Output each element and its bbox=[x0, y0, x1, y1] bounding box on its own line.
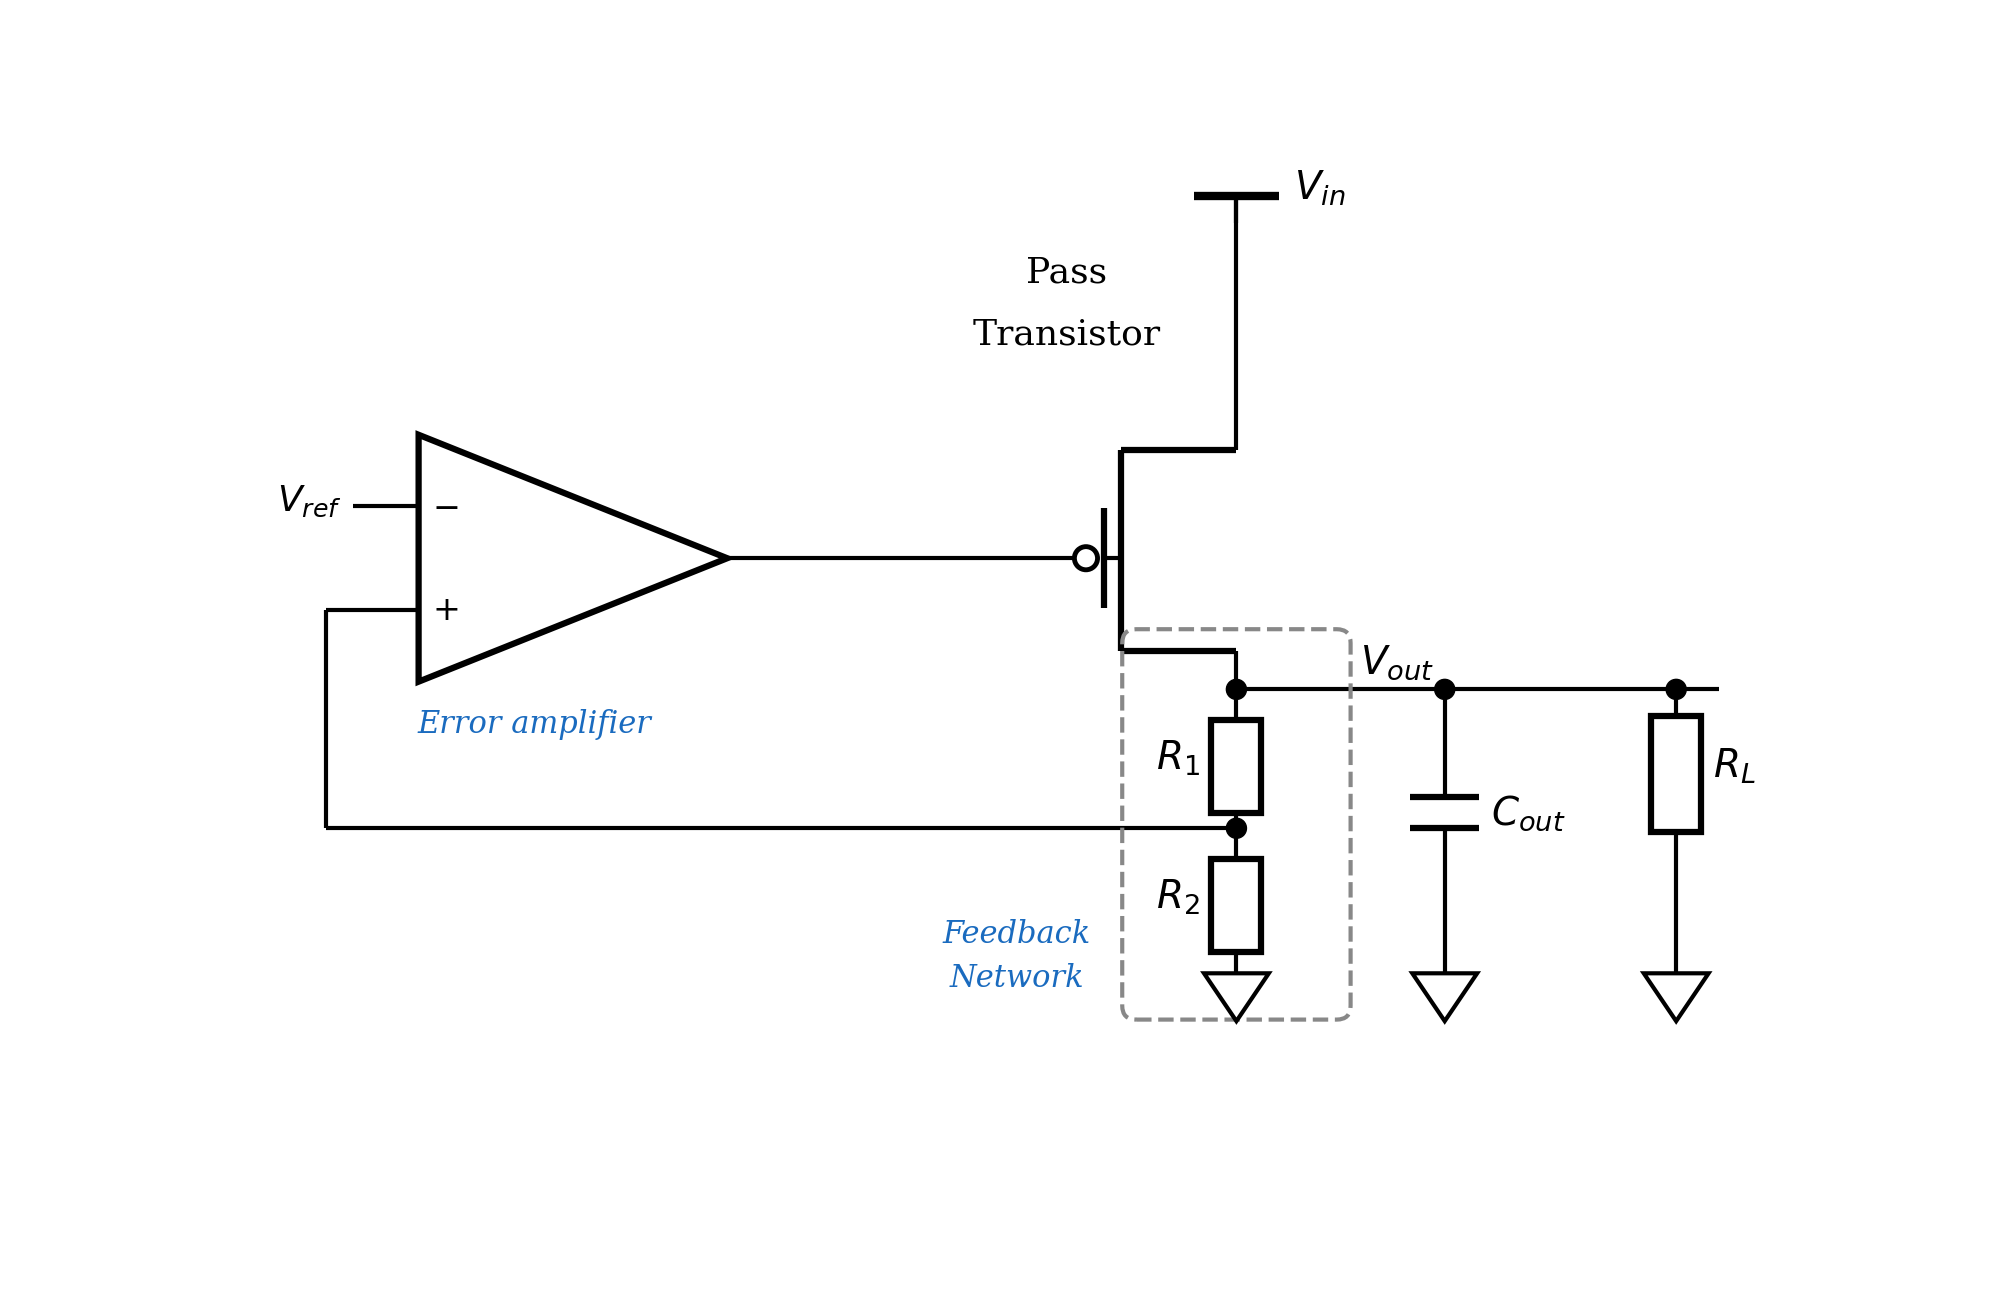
Text: Transistor: Transistor bbox=[974, 317, 1161, 352]
Polygon shape bbox=[418, 434, 727, 682]
Text: $V_{in}$: $V_{in}$ bbox=[1294, 168, 1346, 207]
Text: $R_1$: $R_1$ bbox=[1157, 739, 1201, 778]
Bar bbox=[1211, 859, 1262, 952]
Bar bbox=[1211, 720, 1262, 812]
Text: $R_2$: $R_2$ bbox=[1157, 878, 1201, 917]
Circle shape bbox=[1436, 679, 1455, 699]
Text: $V_{ref}$: $V_{ref}$ bbox=[277, 484, 342, 519]
Circle shape bbox=[1226, 679, 1246, 699]
Circle shape bbox=[1666, 679, 1686, 699]
Text: $V_{out}$: $V_{out}$ bbox=[1360, 643, 1434, 682]
Text: Feedback: Feedback bbox=[942, 919, 1091, 951]
Polygon shape bbox=[1205, 973, 1268, 1021]
Polygon shape bbox=[1412, 973, 1477, 1021]
Bar bbox=[1651, 716, 1700, 832]
Text: $+$: $+$ bbox=[432, 593, 458, 626]
Text: $C_{out}$: $C_{out}$ bbox=[1491, 793, 1565, 833]
Text: $-$: $-$ bbox=[432, 490, 458, 523]
Polygon shape bbox=[1645, 973, 1708, 1021]
Text: Network: Network bbox=[950, 964, 1083, 994]
Circle shape bbox=[1226, 818, 1246, 838]
Text: $R_L$: $R_L$ bbox=[1712, 747, 1756, 786]
Text: Error amplifier: Error amplifier bbox=[418, 708, 651, 739]
Text: Pass: Pass bbox=[1025, 256, 1107, 289]
